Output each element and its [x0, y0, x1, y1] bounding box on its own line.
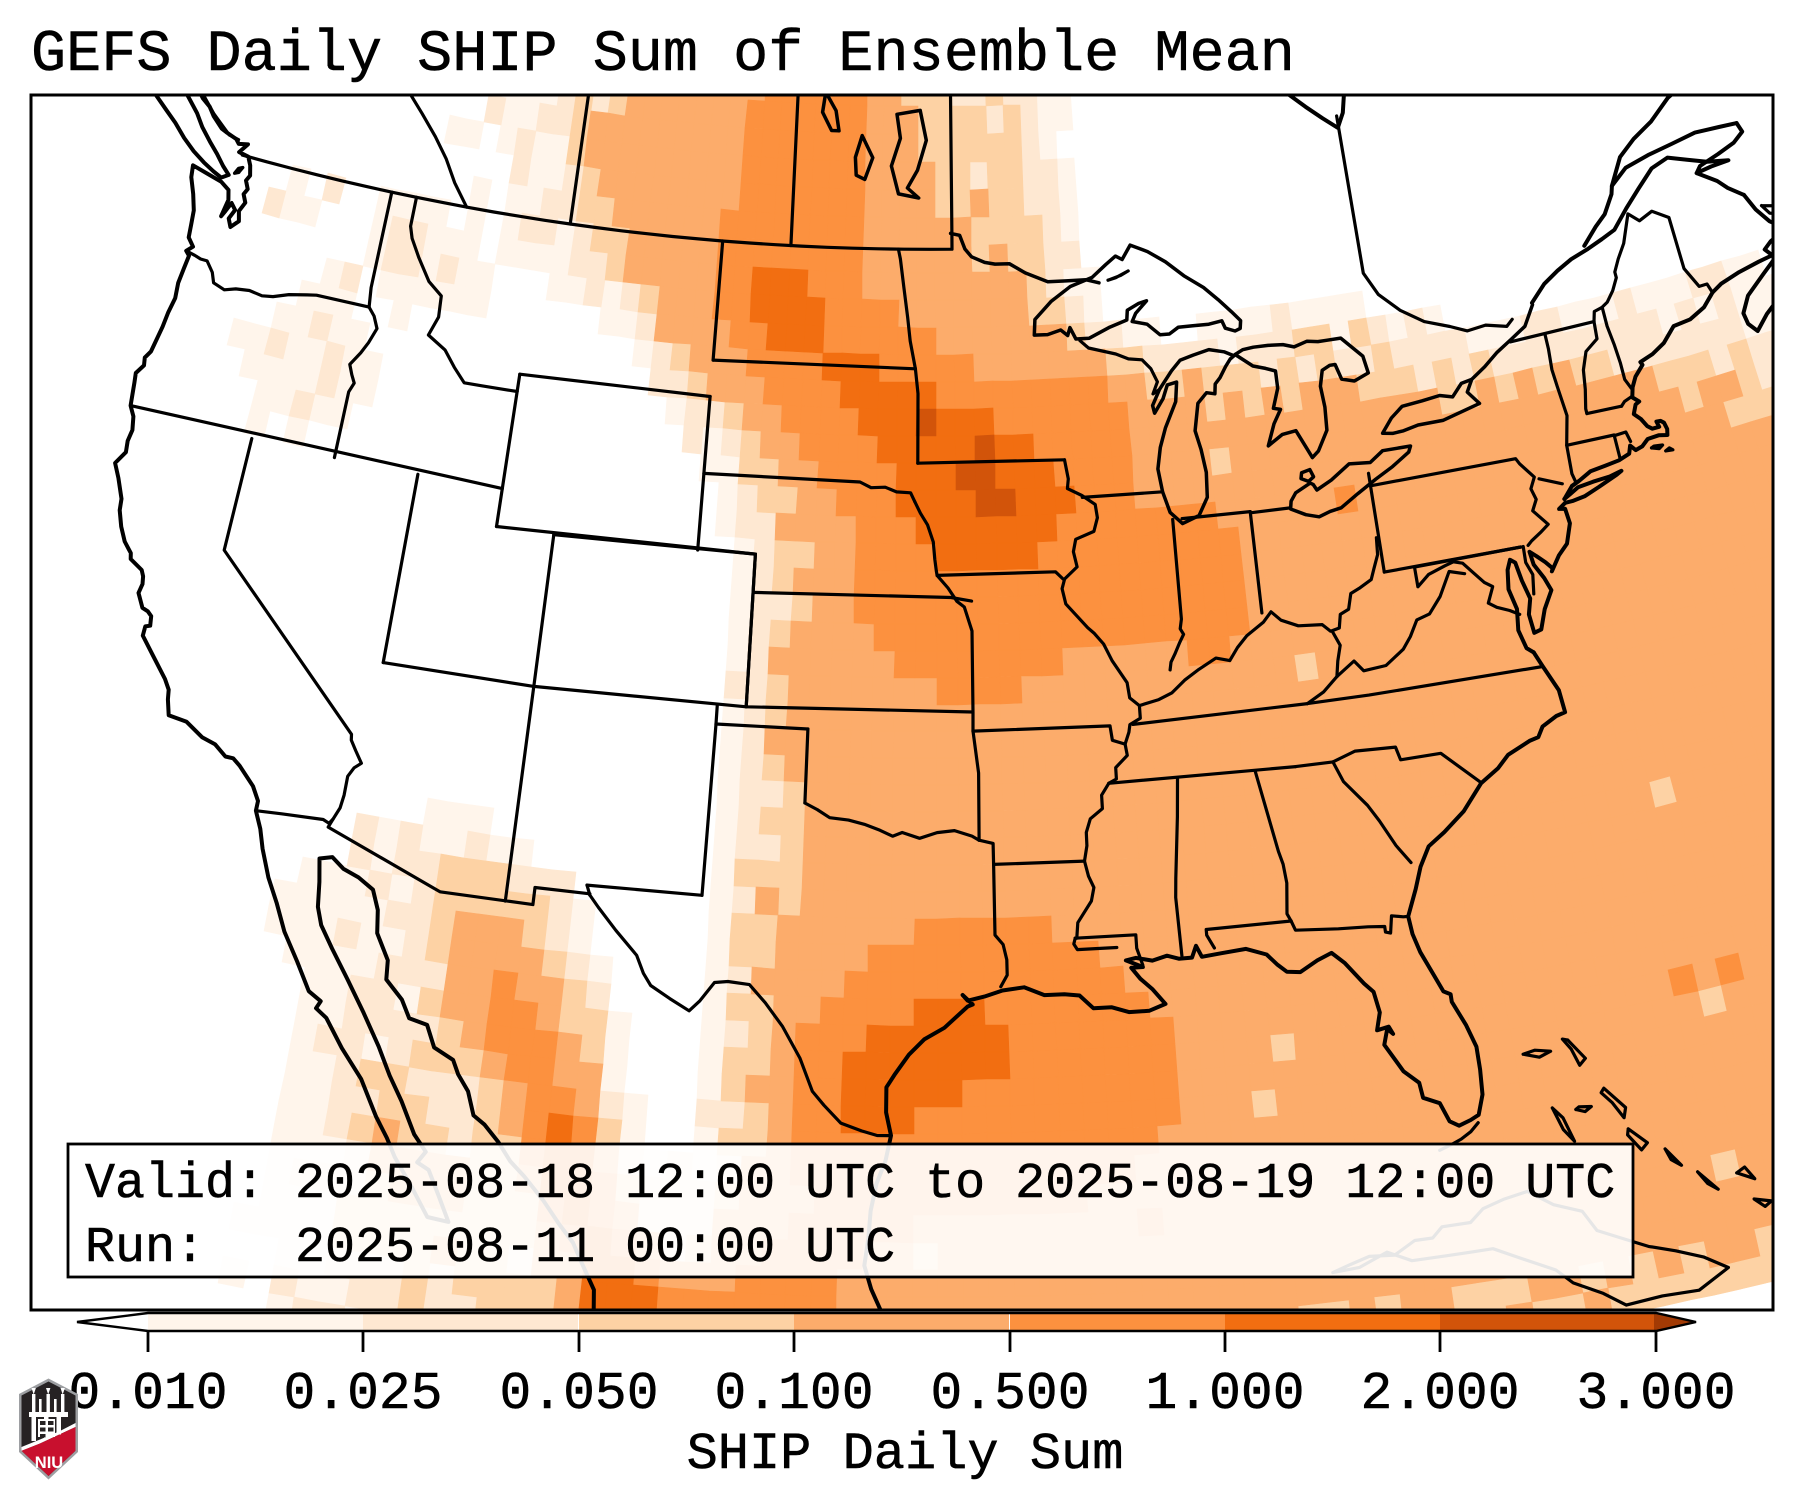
svg-text:3.000: 3.000 [1576, 1364, 1735, 1424]
svg-text:NIU: NIU [35, 1454, 63, 1472]
svg-text:0.010: 0.010 [68, 1364, 227, 1424]
svg-text:0.050: 0.050 [499, 1364, 658, 1424]
svg-text:SHIP Daily Sum: SHIP Daily Sum [687, 1425, 1124, 1484]
svg-text:2.000: 2.000 [1360, 1364, 1519, 1424]
svg-text:GEFS Daily SHIP Sum of Ensembl: GEFS Daily SHIP Sum of Ensemble Mean [31, 21, 1295, 88]
svg-text:1.000: 1.000 [1145, 1364, 1304, 1424]
svg-text:Run: 2025-08-11 00:00 UTC: Run: 2025-08-11 00:00 UTC [85, 1220, 895, 1277]
svg-text:0.100: 0.100 [714, 1364, 873, 1424]
svg-text:0.500: 0.500 [930, 1364, 1089, 1424]
svg-text:0.025: 0.025 [283, 1364, 442, 1424]
svg-text:Valid: 2025-08-18 12:00 UTC to: Valid: 2025-08-18 12:00 UTC to 2025-08-1… [85, 1156, 1615, 1213]
